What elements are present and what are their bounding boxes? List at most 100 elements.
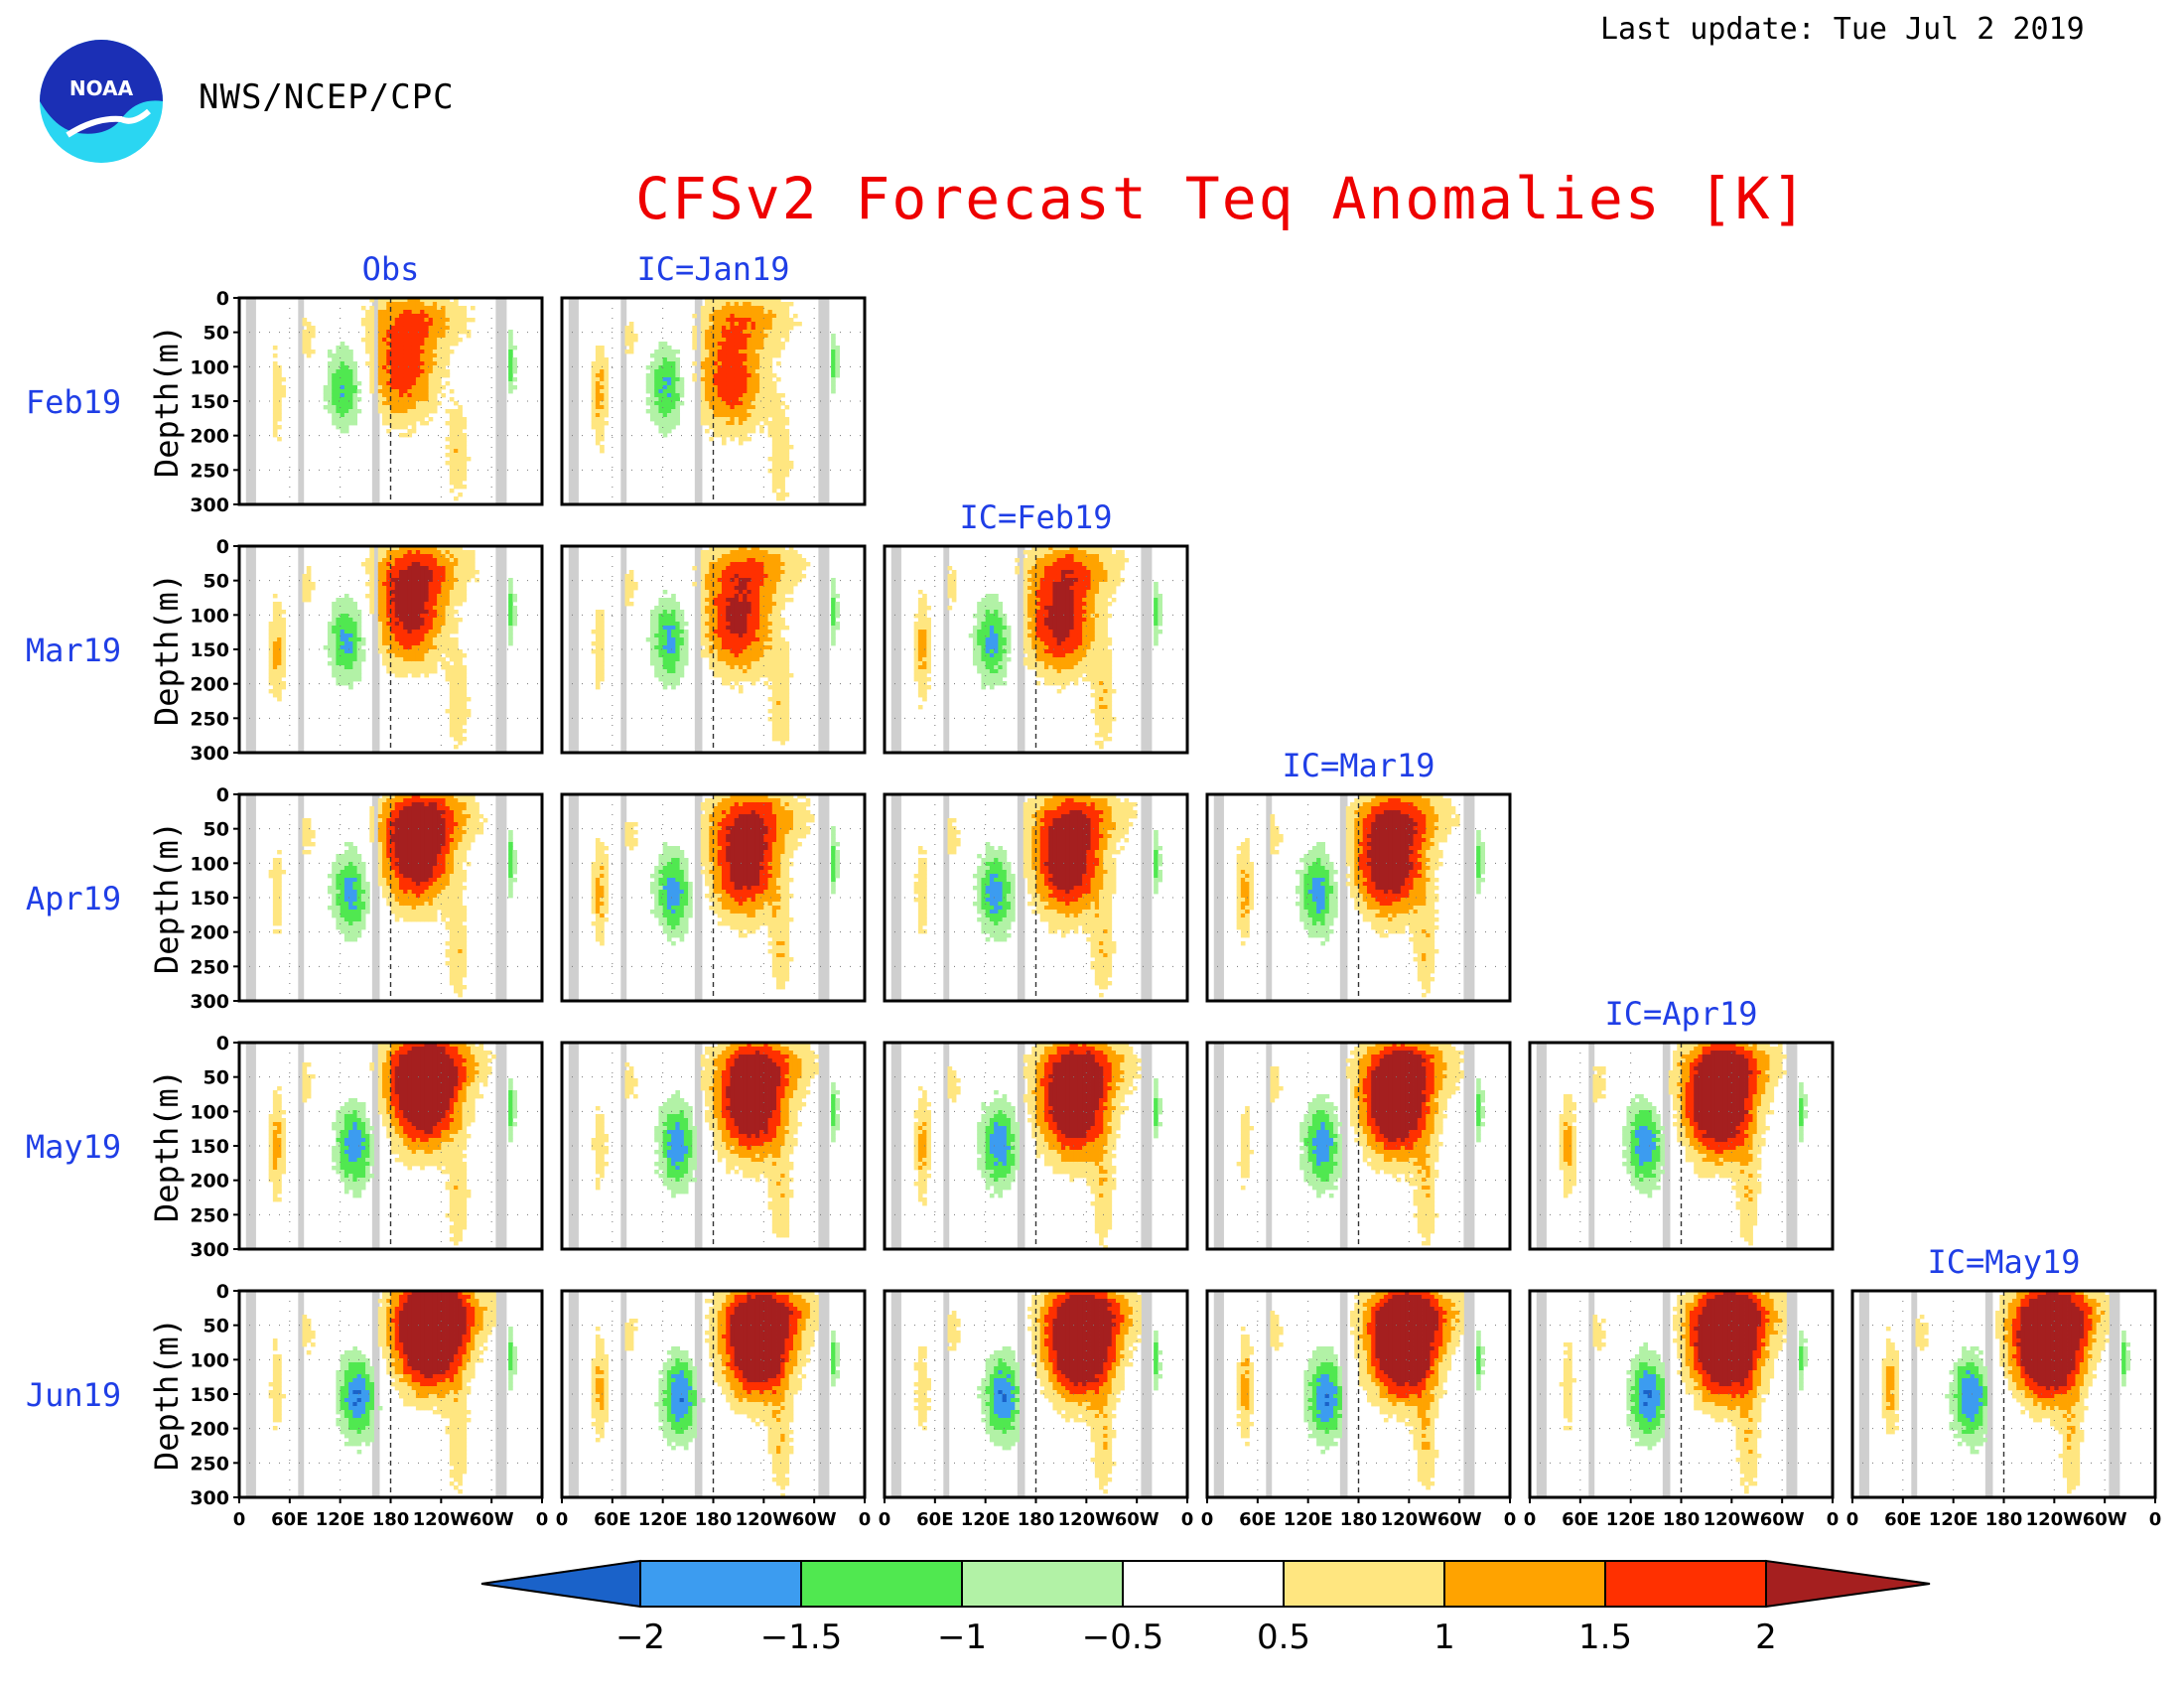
anomaly-cell bbox=[454, 705, 459, 709]
anomaly-cell bbox=[654, 405, 659, 409]
anomaly-cell bbox=[311, 330, 316, 334]
anomaly-cell bbox=[458, 314, 463, 318]
anomaly-cell bbox=[780, 657, 785, 661]
anomaly-cell bbox=[1040, 574, 1045, 578]
anomaly-cell bbox=[1040, 566, 1045, 570]
anomaly-cell bbox=[739, 661, 744, 665]
anomaly-cell bbox=[755, 373, 760, 377]
anomaly-cell bbox=[467, 457, 472, 461]
anomaly-cell bbox=[348, 373, 353, 377]
anomaly-cell bbox=[675, 602, 680, 606]
anomaly-cell bbox=[743, 381, 748, 385]
anomaly-cell bbox=[1024, 550, 1028, 554]
anomaly-cell bbox=[1069, 558, 1074, 562]
anomaly-cell bbox=[365, 594, 370, 598]
anomaly-cell bbox=[281, 610, 286, 614]
anomaly-cell bbox=[446, 641, 451, 645]
anomaly-cell bbox=[948, 606, 953, 610]
anomaly-cell bbox=[922, 665, 927, 669]
anomaly-cell bbox=[797, 570, 802, 574]
anomaly-cell bbox=[718, 570, 723, 574]
anomaly-cell bbox=[776, 322, 781, 326]
anomaly-cell bbox=[922, 697, 927, 701]
anomaly-cell bbox=[755, 342, 760, 346]
anomaly-cell bbox=[348, 606, 353, 610]
anomaly-cell bbox=[680, 637, 685, 641]
anomaly-cell bbox=[735, 421, 740, 425]
anomaly-cell bbox=[1015, 558, 1020, 562]
anomaly-cell bbox=[416, 673, 421, 677]
anomaly-cell bbox=[1065, 630, 1070, 633]
anomaly-cell bbox=[743, 306, 748, 310]
anomaly-cell bbox=[759, 389, 764, 393]
anomaly-cell bbox=[399, 413, 404, 417]
anomaly-cell bbox=[751, 665, 756, 669]
anomaly-cell bbox=[663, 357, 668, 361]
anomaly-cell bbox=[382, 342, 387, 346]
anomaly-cell bbox=[747, 338, 751, 342]
anomaly-cell bbox=[328, 630, 333, 633]
anomaly-cell bbox=[348, 618, 353, 622]
anomaly-cell bbox=[722, 441, 727, 445]
anomaly-cell bbox=[303, 590, 308, 594]
anomaly-cell bbox=[416, 610, 421, 614]
anomaly-cell bbox=[763, 578, 768, 582]
anomaly-cell bbox=[424, 606, 429, 610]
anomaly-cell bbox=[772, 421, 777, 425]
anomaly-cell bbox=[412, 385, 417, 389]
anomaly-cell bbox=[730, 630, 735, 633]
anomaly-cell bbox=[658, 610, 663, 614]
anomaly-cell bbox=[596, 637, 601, 641]
anomaly-cell bbox=[705, 578, 710, 582]
anomaly-cell bbox=[407, 574, 412, 578]
anomaly-cell bbox=[726, 381, 731, 385]
anomaly-cell bbox=[763, 389, 768, 393]
anomaly-cell bbox=[1086, 653, 1091, 657]
anomaly-cell bbox=[705, 397, 710, 401]
anomaly-cell bbox=[1057, 614, 1062, 618]
anomaly-cell bbox=[714, 614, 719, 618]
anomaly-cell bbox=[433, 578, 438, 582]
anomaly-cell bbox=[450, 445, 455, 449]
anomaly-cell bbox=[1095, 570, 1100, 574]
anomaly-cell bbox=[785, 693, 790, 697]
anomaly-cell bbox=[751, 365, 756, 369]
anomaly-cell bbox=[1065, 582, 1070, 586]
anomaly-cell bbox=[1065, 606, 1070, 610]
anomaly-cell bbox=[747, 626, 751, 630]
anomaly-cell bbox=[407, 405, 412, 409]
anomaly-cell bbox=[420, 558, 425, 562]
anomaly-cell bbox=[747, 637, 751, 641]
anomaly-cell bbox=[604, 409, 609, 413]
anomaly-cell bbox=[793, 550, 798, 554]
anomaly-cell bbox=[755, 346, 760, 350]
anomaly-cell bbox=[336, 630, 341, 633]
anomaly-cell bbox=[437, 342, 442, 346]
anomaly-cell bbox=[629, 322, 634, 326]
anomaly-cell bbox=[759, 550, 764, 554]
anomaly-cell bbox=[735, 350, 740, 353]
anomaly-cell bbox=[600, 409, 605, 413]
anomaly-cell bbox=[1044, 622, 1049, 626]
anomaly-cell bbox=[743, 590, 748, 594]
anomaly-cell bbox=[1003, 618, 1008, 622]
anomaly-cell bbox=[412, 641, 417, 645]
anomaly-cell bbox=[701, 641, 706, 645]
anomaly-cell bbox=[739, 626, 744, 630]
anomaly-cell bbox=[437, 550, 442, 554]
anomaly-cell bbox=[675, 365, 680, 369]
anomaly-cell bbox=[780, 598, 785, 602]
anomaly-cell bbox=[718, 425, 723, 429]
anomaly-cell bbox=[399, 630, 404, 633]
anomaly-cell bbox=[1061, 637, 1066, 641]
anomaly-cell bbox=[667, 645, 672, 649]
anomaly-cell bbox=[671, 633, 676, 637]
anomaly-cell bbox=[739, 357, 744, 361]
anomaly-cell bbox=[277, 677, 282, 681]
anomaly-cell bbox=[424, 405, 429, 409]
anomaly-cell bbox=[348, 630, 353, 633]
anomaly-cell bbox=[596, 417, 601, 421]
anomaly-cell bbox=[328, 405, 333, 409]
anomaly-cell bbox=[454, 685, 459, 689]
anomaly-cell bbox=[378, 342, 383, 346]
